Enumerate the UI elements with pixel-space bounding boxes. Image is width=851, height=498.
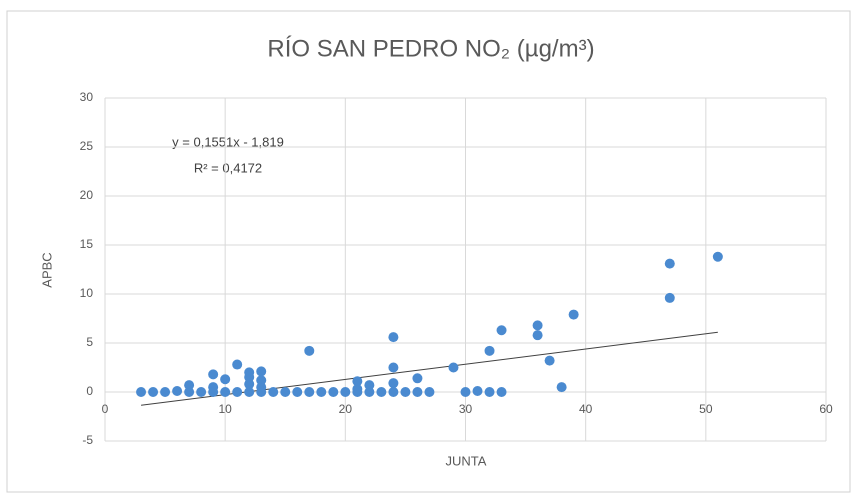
y-tick-label: 20 — [80, 188, 94, 202]
y-tick-label: 25 — [80, 139, 94, 153]
point — [220, 387, 231, 397]
point — [304, 387, 315, 397]
point — [412, 387, 423, 397]
point — [388, 378, 399, 389]
trendline-r2: R² = 0,4172 — [194, 160, 262, 175]
point — [460, 387, 471, 397]
point — [484, 387, 495, 397]
point — [160, 387, 171, 397]
point — [472, 386, 483, 397]
point — [352, 376, 363, 387]
point — [244, 379, 255, 390]
y-tick-label: 30 — [80, 90, 94, 104]
point — [208, 369, 219, 380]
point — [232, 359, 243, 370]
x-tick-label: 50 — [699, 402, 713, 416]
point — [340, 387, 351, 397]
point — [256, 375, 267, 386]
point — [496, 325, 507, 336]
point — [280, 387, 291, 397]
point — [268, 387, 279, 397]
point — [376, 387, 387, 397]
chart-border — [6, 10, 851, 493]
x-tick-label: 30 — [459, 402, 473, 416]
trendline-equation: y = 0,1551x - 1,819 — [172, 134, 284, 149]
point — [184, 380, 195, 391]
x-tick-label: 20 — [339, 402, 353, 416]
point — [664, 258, 675, 269]
y-tick-label: 0 — [86, 384, 93, 398]
point — [544, 355, 555, 366]
y-tick-label: -5 — [82, 433, 93, 447]
point — [388, 362, 399, 373]
point — [316, 387, 327, 397]
x-tick-label: 10 — [218, 402, 232, 416]
point — [232, 387, 243, 397]
point — [568, 309, 579, 320]
point — [364, 380, 375, 391]
point — [400, 387, 411, 397]
point — [172, 386, 183, 397]
point — [244, 372, 255, 383]
point — [244, 387, 255, 397]
x-tick-label: 0 — [102, 402, 109, 416]
point — [256, 366, 267, 377]
y-tick-label: 15 — [80, 237, 94, 251]
point — [388, 332, 399, 343]
point — [148, 387, 159, 397]
y-axis-label: APBC — [39, 252, 54, 287]
point — [184, 387, 195, 397]
point — [484, 345, 495, 356]
point — [304, 345, 315, 356]
point — [328, 387, 339, 397]
x-tick-label: 60 — [819, 402, 833, 416]
y-tick-label: 10 — [80, 286, 94, 300]
point — [220, 374, 231, 385]
x-tick-label: 40 — [579, 402, 593, 416]
point — [352, 387, 363, 397]
point — [532, 320, 543, 331]
point — [556, 382, 567, 393]
point — [388, 387, 399, 397]
chart-title: RÍO SAN PEDRO NO₂ (µg/m³) — [267, 35, 594, 62]
point — [532, 330, 543, 341]
y-tick-label: 5 — [86, 335, 93, 349]
point — [496, 387, 507, 397]
point — [712, 251, 723, 262]
x-axis-label: JUNTA — [446, 453, 487, 468]
point — [664, 292, 675, 303]
point — [136, 387, 147, 397]
point — [292, 387, 303, 397]
point — [196, 387, 207, 397]
point — [448, 362, 459, 373]
point — [364, 387, 375, 397]
point — [208, 387, 219, 397]
point — [424, 387, 435, 397]
point — [256, 387, 267, 397]
point — [412, 373, 423, 384]
